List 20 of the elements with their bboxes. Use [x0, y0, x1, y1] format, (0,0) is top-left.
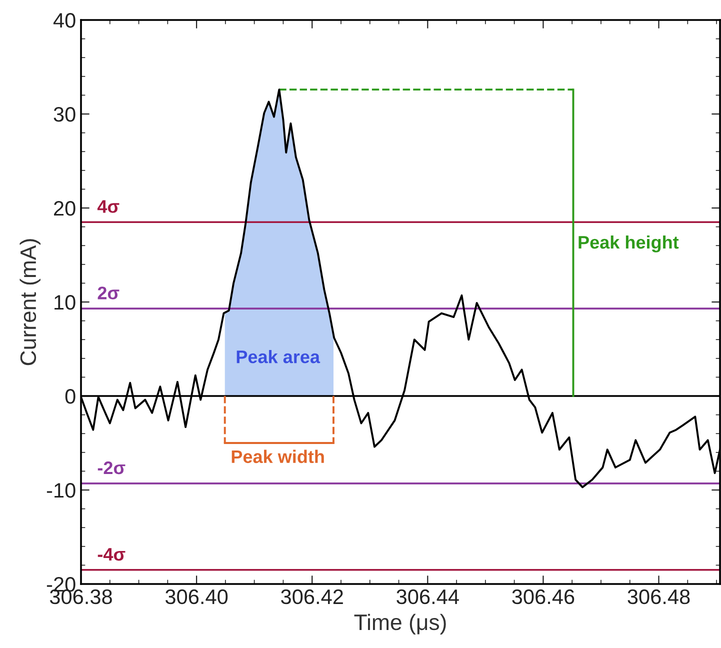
x-tick-label: 306.42: [281, 589, 343, 604]
x-tick-label: 306.48: [628, 589, 690, 604]
ref-line-label: 4σ: [97, 200, 120, 213]
annotation: Peak area: [236, 350, 320, 364]
y-tick-label: -10: [46, 483, 76, 498]
x-tick-label: 306.46: [512, 589, 574, 604]
x-tick-label: 306.40: [165, 589, 228, 604]
annotation: Peak height: [578, 235, 679, 252]
y-axis-title: Current (mA): [20, 239, 40, 366]
ref-line-label: -4σ: [98, 548, 126, 561]
y-tick-label: 30: [54, 107, 76, 122]
ref-line-label: -2σ: [98, 461, 126, 474]
annotation: Peak width: [232, 450, 324, 464]
y-tick-label: 40: [53, 13, 76, 28]
x-tick-label: 306.44: [396, 589, 459, 604]
ref-line-label: 2σ: [98, 286, 120, 300]
x-axis-title: Time (μs): [354, 614, 446, 635]
y-tick-label: 20: [54, 201, 76, 216]
y-tick-label: 10: [54, 295, 76, 310]
y-tick-label: 0: [65, 389, 76, 404]
